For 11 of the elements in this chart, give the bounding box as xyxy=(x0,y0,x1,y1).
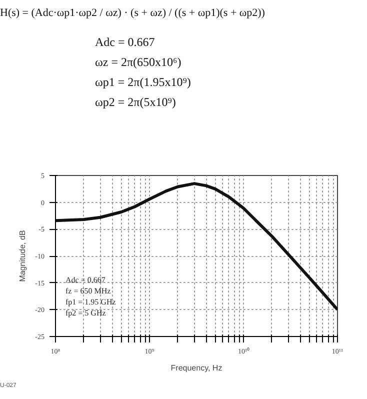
annotation: fp1 = 1.95 GHz xyxy=(66,298,116,306)
chart-title: H(s) = (Adc·ωp1·ωp2 / ωz) · (s + ωz) / ((s + ωp1)(s + ωp2)) xyxy=(0,6,265,21)
text: ωp2 = 2π(5x10⁹) xyxy=(94,94,177,111)
annotation: fp2 = 5 GHz xyxy=(66,308,106,318)
text: Adc = 0.667 xyxy=(94,34,156,51)
annotation: Adc = 0.667 xyxy=(66,276,106,284)
text: ωp1 = 2π(1.95x10⁹) xyxy=(94,74,192,91)
x-axis-title: Frequency, Hz xyxy=(170,364,222,372)
y-axis-title: Magnitude, dB xyxy=(18,230,28,282)
annotation: fz = 650 MHz xyxy=(66,286,112,296)
text: ωz = 2π(650x10⁶) xyxy=(94,54,182,71)
